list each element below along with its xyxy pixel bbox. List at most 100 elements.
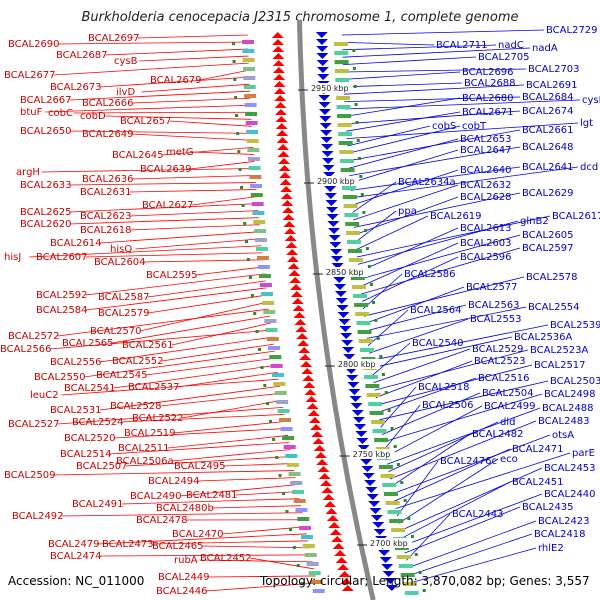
reverse-gene-arrow — [350, 403, 363, 409]
connector-line — [344, 99, 581, 110]
feature-marker — [422, 589, 426, 592]
feature-bar — [276, 400, 289, 404]
gene-label: BCAL2584 — [36, 305, 88, 316]
feature-bar — [337, 114, 352, 118]
reverse-gene-arrow — [349, 396, 362, 402]
connector-line — [356, 215, 429, 250]
feature-bar — [280, 427, 293, 431]
feature-bar — [351, 285, 366, 289]
connector-line — [205, 582, 318, 592]
forward-gene-arrow — [277, 144, 290, 150]
forward-gene-arrow — [290, 291, 303, 297]
feature-bar — [263, 310, 276, 314]
gene-label: BCAL2564 — [410, 305, 462, 316]
connector-line — [407, 520, 537, 569]
connector-line — [383, 393, 543, 443]
feature-bar — [295, 508, 308, 512]
forward-gene-arrow — [296, 333, 309, 339]
forward-gene-arrow — [287, 263, 300, 269]
connector-line — [396, 460, 439, 517]
gene-label: BCAL2570 — [90, 326, 142, 337]
forward-gene-arrow — [290, 284, 303, 290]
feature-marker — [292, 546, 296, 549]
feature-bar — [268, 346, 281, 350]
feature-bar — [306, 562, 319, 566]
feature-marker — [243, 222, 247, 225]
connector-line — [199, 69, 250, 81]
connector-line — [401, 481, 511, 539]
feature-bar — [346, 240, 361, 244]
gene-label: BCAL2488 — [542, 403, 594, 414]
reverse-gene-arrow — [315, 32, 328, 38]
gene-label: lgt — [580, 118, 593, 129]
feature-marker — [275, 456, 279, 459]
gene-label: BCAL2514 — [60, 449, 112, 460]
genome-stats-text: Topology: circular; Length: 3,870,082 bp… — [260, 574, 590, 588]
connector-line — [384, 404, 421, 450]
connector-line — [344, 84, 525, 95]
gene-label: BCAL2435 — [522, 502, 574, 513]
feature-marker — [374, 319, 378, 322]
gene-label: BCAL2633 — [20, 180, 72, 191]
gene-label: BCAL2474 — [50, 551, 102, 562]
feature-marker — [289, 528, 293, 531]
gene-label: rhlE2 — [538, 543, 564, 554]
gene-label: BCAL2491 — [72, 499, 124, 510]
feature-bar — [350, 276, 365, 280]
feature-bar — [336, 96, 351, 100]
reverse-gene-arrow — [347, 382, 360, 388]
connector-line — [171, 449, 291, 462]
connector-line — [359, 234, 521, 280]
connector-line — [105, 48, 249, 56]
connector-line — [368, 318, 469, 354]
feature-bar — [348, 258, 363, 262]
reverse-gene-arrow — [384, 578, 397, 584]
gene-label: BCAL2592 — [36, 290, 88, 301]
gene-label: BCAL2476c — [440, 456, 497, 467]
forward-gene-arrow — [337, 564, 350, 570]
feature-bar — [257, 265, 270, 269]
reverse-gene-arrow — [335, 298, 348, 304]
feature-bar — [256, 256, 269, 260]
gene-label: BCAL2623 — [80, 211, 132, 222]
kbp-label: 2950 kbp — [311, 84, 349, 93]
kbp-markers: 2950 kbp 2900 kbp 2850 kbp 2800 kbp 2750 kbp… — [297, 83, 413, 548]
feature-marker — [369, 283, 373, 286]
reverse-gene-arrow — [346, 375, 359, 381]
gene-label: BCAL2657 — [120, 116, 172, 127]
forward-gene-arrow — [320, 480, 333, 486]
feature-bar — [383, 492, 398, 496]
connector-line — [57, 308, 270, 337]
kbp-label-bg — [323, 267, 368, 277]
feature-bar — [404, 591, 419, 595]
connector-line — [386, 407, 541, 465]
feature-marker — [357, 157, 361, 160]
forward-gene-arrow — [273, 81, 286, 87]
forward-gene-arrow — [302, 375, 315, 381]
feature-bar — [260, 292, 273, 296]
gene-label: BCAL2566 — [0, 344, 52, 355]
gene-label: BCAL2506a — [116, 456, 174, 467]
connector-line — [125, 456, 292, 467]
connector-line — [351, 169, 459, 206]
gene-label: BCAL2418 — [534, 529, 586, 540]
gene-label: BCAL2627 — [142, 200, 194, 211]
reverse-gene-arrow — [323, 172, 336, 178]
reverse-gene-arrow — [330, 249, 343, 255]
reverse-gene-arrow — [325, 200, 338, 206]
feature-bar — [335, 78, 350, 82]
reverse-gene-arrow — [324, 186, 337, 192]
forward-gene-arrow — [326, 515, 339, 521]
reverse-gene-arrow — [355, 431, 368, 437]
connector-line — [349, 149, 459, 184]
connector-line — [211, 505, 302, 509]
feature-marker — [234, 96, 238, 99]
gene-label: BCAL2620 — [20, 219, 72, 230]
feature-bar — [297, 517, 310, 521]
gene-label: BCAL2443 — [452, 509, 504, 520]
gene-label: hisJ — [4, 252, 21, 263]
feature-marker — [278, 474, 282, 477]
reverse-gene-arrow — [320, 130, 333, 136]
connector-line — [346, 111, 461, 132]
